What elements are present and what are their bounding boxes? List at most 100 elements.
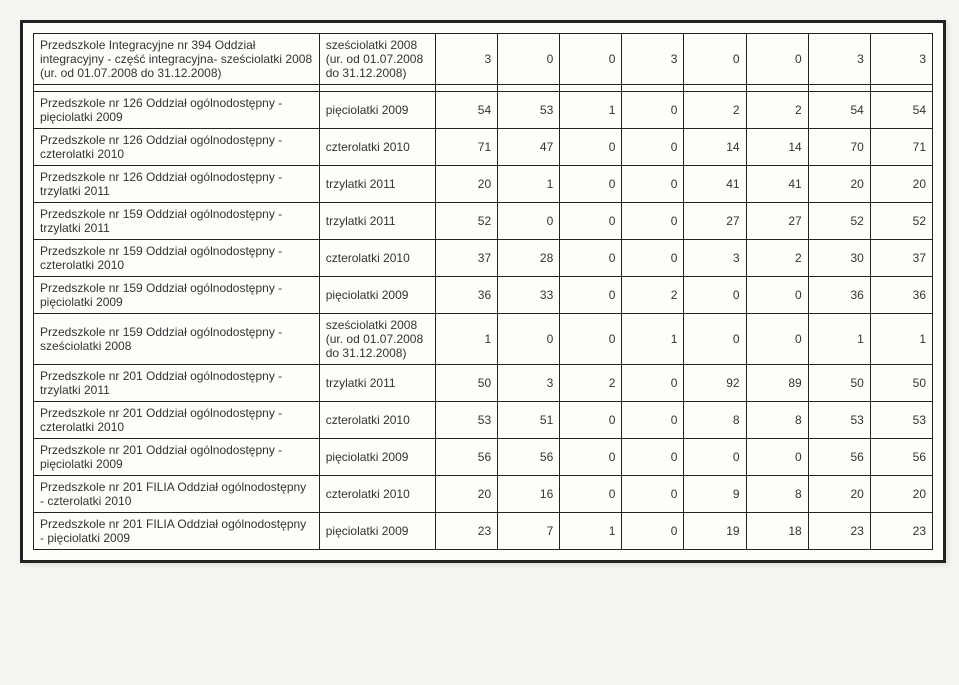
spacer-row	[34, 85, 933, 92]
row-value: 27	[684, 203, 746, 240]
row-value: 3	[684, 240, 746, 277]
table-row: Przedszkole nr 159 Oddział ogólnodostępn…	[34, 314, 933, 365]
row-value: 0	[684, 34, 746, 85]
row-description: Przedszkole nr 159 Oddział ogólnodostępn…	[34, 240, 320, 277]
row-value: 54	[808, 92, 870, 129]
row-description: Przedszkole Integracyjne nr 394 Oddział …	[34, 34, 320, 85]
row-value: 3	[436, 34, 498, 85]
row-type: czterolatki 2010	[319, 402, 435, 439]
row-value: 0	[622, 439, 684, 476]
row-value: 0	[498, 203, 560, 240]
row-description: Przedszkole nr 126 Oddział ogólnodostępn…	[34, 166, 320, 203]
row-value: 0	[560, 129, 622, 166]
row-value: 92	[684, 365, 746, 402]
row-value: 0	[746, 314, 808, 365]
row-description: Przedszkole nr 201 FILIA Oddział ogólnod…	[34, 476, 320, 513]
row-description: Przedszkole nr 126 Oddział ogólnodostępn…	[34, 129, 320, 166]
row-description: Przedszkole nr 201 FILIA Oddział ogólnod…	[34, 513, 320, 550]
row-value: 0	[498, 34, 560, 85]
row-value: 1	[436, 314, 498, 365]
row-value: 2	[746, 92, 808, 129]
row-description: Przedszkole nr 201 Oddział ogólnodostępn…	[34, 439, 320, 476]
row-value: 27	[746, 203, 808, 240]
row-value: 56	[870, 439, 932, 476]
row-value: 33	[498, 277, 560, 314]
row-value: 0	[622, 203, 684, 240]
row-value: 53	[808, 402, 870, 439]
row-value: 50	[808, 365, 870, 402]
row-value: 8	[746, 476, 808, 513]
data-table: Przedszkole Integracyjne nr 394 Oddział …	[33, 33, 933, 550]
row-value: 53	[498, 92, 560, 129]
row-description: Przedszkole nr 126 Oddział ogólnodostępn…	[34, 92, 320, 129]
row-description: Przedszkole nr 201 Oddział ogólnodostępn…	[34, 365, 320, 402]
row-value: 1	[560, 513, 622, 550]
row-value: 37	[436, 240, 498, 277]
row-value: 0	[560, 34, 622, 85]
row-type: trzylatki 2011	[319, 166, 435, 203]
row-value: 20	[870, 476, 932, 513]
row-value: 0	[622, 240, 684, 277]
row-description: Przedszkole nr 201 Oddział ogólnodostępn…	[34, 402, 320, 439]
table-row: Przedszkole nr 126 Oddział ogólnodostępn…	[34, 92, 933, 129]
row-description: Przedszkole nr 159 Oddział ogólnodostępn…	[34, 314, 320, 365]
row-value: 2	[622, 277, 684, 314]
row-type: czterolatki 2010	[319, 129, 435, 166]
row-value: 2	[684, 92, 746, 129]
row-value: 20	[808, 476, 870, 513]
row-value: 0	[560, 439, 622, 476]
row-value: 47	[498, 129, 560, 166]
row-type: pięciolatki 2009	[319, 277, 435, 314]
table-row: Przedszkole nr 126 Oddział ogólnodostępn…	[34, 166, 933, 203]
row-value: 1	[808, 314, 870, 365]
row-value: 89	[746, 365, 808, 402]
row-value: 70	[808, 129, 870, 166]
table-row: Przedszkole nr 126 Oddział ogólnodostępn…	[34, 129, 933, 166]
row-type: pięciolatki 2009	[319, 513, 435, 550]
row-value: 56	[436, 439, 498, 476]
row-value: 50	[436, 365, 498, 402]
table-row: Przedszkole nr 201 Oddział ogólnodostępn…	[34, 365, 933, 402]
row-value: 71	[870, 129, 932, 166]
row-value: 0	[622, 92, 684, 129]
row-value: 19	[684, 513, 746, 550]
table-row: Przedszkole nr 159 Oddział ogólnodostępn…	[34, 240, 933, 277]
row-value: 0	[746, 277, 808, 314]
row-value: 0	[560, 476, 622, 513]
table-row: Przedszkole nr 159 Oddział ogólnodostępn…	[34, 203, 933, 240]
row-value: 0	[560, 203, 622, 240]
row-value: 36	[870, 277, 932, 314]
table-row: Przedszkole nr 159 Oddział ogólnodostępn…	[34, 277, 933, 314]
row-value: 52	[870, 203, 932, 240]
table-row: Przedszkole Integracyjne nr 394 Oddział …	[34, 34, 933, 85]
row-value: 0	[560, 402, 622, 439]
row-value: 56	[808, 439, 870, 476]
row-value: 37	[870, 240, 932, 277]
row-value: 8	[684, 402, 746, 439]
row-value: 54	[870, 92, 932, 129]
row-value: 0	[622, 166, 684, 203]
row-type: sześciolatki 2008 (ur. od 01.07.2008 do …	[319, 34, 435, 85]
row-value: 20	[808, 166, 870, 203]
row-value: 53	[436, 402, 498, 439]
row-value: 0	[560, 277, 622, 314]
row-value: 28	[498, 240, 560, 277]
row-value: 50	[870, 365, 932, 402]
row-description: Przedszkole nr 159 Oddział ogólnodostępn…	[34, 277, 320, 314]
row-value: 20	[436, 476, 498, 513]
row-value: 0	[560, 166, 622, 203]
row-value: 0	[684, 277, 746, 314]
row-value: 52	[808, 203, 870, 240]
document-page: Przedszkole Integracyjne nr 394 Oddział …	[20, 20, 946, 563]
row-value: 0	[622, 476, 684, 513]
row-value: 8	[746, 402, 808, 439]
row-description: Przedszkole nr 159 Oddział ogólnodostępn…	[34, 203, 320, 240]
row-value: 0	[622, 513, 684, 550]
row-value: 1	[870, 314, 932, 365]
row-value: 3	[808, 34, 870, 85]
row-value: 3	[622, 34, 684, 85]
row-value: 51	[498, 402, 560, 439]
row-value: 7	[498, 513, 560, 550]
row-value: 56	[498, 439, 560, 476]
row-value: 71	[436, 129, 498, 166]
